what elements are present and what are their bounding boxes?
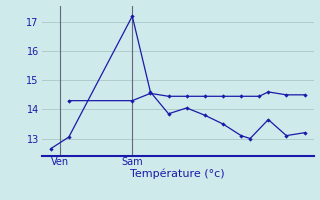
X-axis label: Température (°c): Température (°c) — [130, 169, 225, 179]
